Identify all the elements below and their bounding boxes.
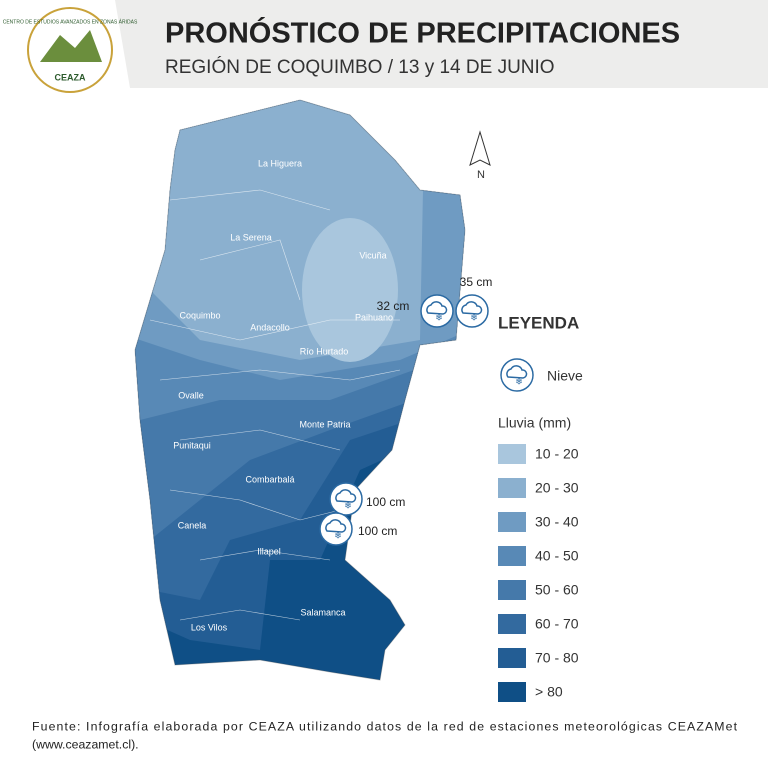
zone — [302, 218, 398, 362]
source-line-2: (www.ceazamet.cl). — [32, 737, 139, 751]
legend-label: 70 - 80 — [535, 650, 579, 666]
place-label: Combarbalá — [245, 474, 294, 484]
snow-label: 35 cm — [460, 275, 493, 289]
legend-snow-icon — [500, 358, 534, 392]
snow-markers: 35 cm 32 cm 100 cm 100 cm — [319, 275, 493, 546]
legend-swatch — [498, 478, 526, 498]
snow-label: 100 cm — [358, 524, 397, 538]
subtitle: REGIÓN DE COQUIMBO / 13 y 14 DE JUNIO — [165, 56, 555, 78]
place-label: La Higuera — [258, 158, 302, 168]
logo-text: CENTRO DE ESTUDIOS AVANZADOS EN ZONAS ÁR… — [3, 18, 138, 25]
place-label: Illapel — [257, 546, 281, 556]
snow-label: 100 cm — [366, 495, 405, 509]
title: PRONÓSTICO DE PRECIPITACIONES — [165, 16, 680, 50]
legend-label: 10 - 20 — [535, 446, 579, 462]
legend-label: 40 - 50 — [535, 548, 579, 564]
legend-swatch — [498, 648, 526, 668]
place-label: La Serena — [230, 232, 272, 242]
place-label: Coquimbo — [179, 310, 220, 320]
north-arrow: N — [469, 130, 491, 181]
legend-label: 60 - 70 — [535, 616, 579, 632]
logo-name: CEAZA — [55, 72, 86, 82]
legend-swatch — [498, 682, 526, 702]
snow-icon — [455, 294, 489, 328]
legend-rain-title: Lluvia (mm) — [498, 415, 571, 431]
place-labels: La Higuera La Serena Vicuña Coquimbo Andacol… — [173, 158, 393, 632]
place-label: Salamanca — [300, 607, 345, 617]
legend-swatch — [498, 546, 526, 566]
legend-label: 30 - 40 — [535, 514, 579, 530]
snow-icon — [319, 512, 353, 546]
rain-legend: 10 - 20 20 - 30 30 - 40 40 - 50 50 - 60 60 - … — [498, 444, 579, 702]
header-band — [115, 0, 768, 88]
place-label: Vicuña — [359, 250, 386, 260]
place-label: Canela — [178, 520, 207, 530]
logo-mountains — [40, 30, 102, 62]
place-label: Punitaqui — [173, 440, 211, 450]
legend-swatch — [498, 580, 526, 600]
legend-label: 20 - 30 — [535, 480, 579, 496]
legend-swatch — [498, 444, 526, 464]
north-label: N — [477, 169, 485, 181]
source-line-1: Fuente: Infografía elaborada por CEAZA u… — [32, 719, 738, 733]
place-label: Andacollo — [250, 322, 290, 332]
snow-icon — [329, 482, 363, 516]
place-label: Paihuano — [355, 312, 393, 322]
place-label: Los Vilos — [191, 622, 228, 632]
place-label: Monte Patria — [299, 419, 350, 429]
legend-swatch — [498, 512, 526, 532]
legend-label: > 80 — [535, 684, 563, 700]
legend-snow-label: Nieve — [547, 368, 583, 384]
place-label: Ovalle — [178, 390, 204, 400]
place-label: Río Hurtado — [300, 346, 349, 356]
commune-borders — [149, 189, 401, 621]
snow-icon — [420, 294, 454, 328]
legend-label: 50 - 60 — [535, 582, 579, 598]
legend-title: LEYENDA — [498, 313, 579, 332]
snow-label: 32 cm — [377, 299, 410, 313]
legend-swatch — [498, 614, 526, 634]
